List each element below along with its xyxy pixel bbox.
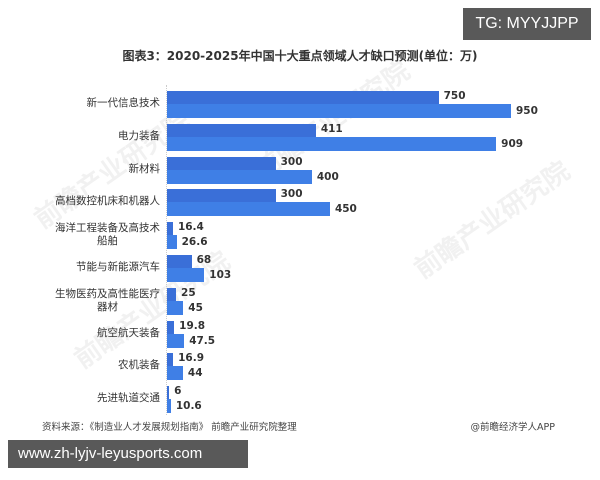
value-label: 300 [280, 188, 303, 201]
bar-2020 [167, 189, 276, 204]
value-label: 750 [443, 90, 466, 102]
tg-badge: TG: MYYJJPP [463, 8, 591, 40]
category-label: 电力装备 [118, 129, 160, 142]
value-label: 6 [174, 385, 182, 398]
bar-row: 新材料 300 400 [0, 153, 600, 186]
value-label: 44 [187, 367, 203, 380]
value-label: 450 [334, 203, 357, 216]
bar-2025 [167, 136, 497, 151]
value-label: 45 [188, 301, 203, 314]
bar-2020 [167, 91, 439, 105]
value-label: 68 [196, 254, 212, 266]
bar-2020 [167, 156, 276, 171]
bar-2025 [167, 169, 312, 184]
bar-2020 [167, 353, 174, 368]
bar-row: 新一代信息技术 750 950 [0, 87, 600, 120]
bar-2025 [167, 333, 185, 348]
value-label: 26.6 [181, 236, 208, 249]
bar-row: 生物医药及高性能医疗 器材 25 45 [0, 284, 600, 317]
bar-2020 [167, 255, 192, 269]
bar-row: 航空航天装备 19.8 47.5 [0, 317, 600, 350]
bar-2025 [167, 300, 184, 315]
bar-2025 [167, 235, 177, 250]
value-label: 103 [209, 269, 232, 281]
value-label: 19.8 [179, 319, 206, 332]
value-label: 10.6 [175, 400, 202, 413]
value-label: 950 [516, 105, 538, 117]
bar-row: 节能与新能源汽车 68 103 [0, 251, 600, 284]
y-axis-line [166, 85, 168, 415]
bar-row: 农机装备 16.9 44 [0, 349, 600, 382]
bar-row: 高档数控机床和机器人 300 450 [0, 185, 600, 218]
value-label: 25 [181, 286, 196, 299]
value-label: 47.5 [189, 334, 216, 347]
category-label: 先进轨道交通 [97, 392, 160, 405]
bar-2020 [167, 123, 316, 138]
credit-note: @前瞻经济学人APP [470, 422, 555, 433]
bar-row: 电力装备 411 909 [0, 120, 600, 153]
bar-2025 [167, 202, 330, 217]
category-label: 节能与新能源汽车 [76, 261, 160, 273]
bar-2025 [167, 399, 171, 414]
bar-2025 [167, 104, 511, 118]
value-label: 16.4 [177, 221, 204, 234]
value-label: 16.9 [178, 352, 205, 365]
value-label: 909 [501, 137, 524, 150]
bar-row: 先进轨道交通 6 10.6 [0, 382, 600, 415]
bar-2020 [167, 320, 175, 335]
value-label: 400 [316, 170, 339, 183]
category-label: 农机装备 [118, 359, 160, 372]
category-label: 新材料 [128, 162, 161, 175]
category-label: 航空航天装备 [97, 326, 160, 339]
bar-2020 [167, 287, 177, 302]
category-label: 海洋工程装备及高技术 船舶 [55, 222, 160, 248]
bar-2020 [167, 222, 173, 237]
url-badge: www.zh-lyjv-leyusports.com [8, 440, 248, 468]
source-note: 资料来源：《制造业人才发展规划指南》 前瞻产业研究院整理 [42, 422, 297, 433]
category-label: 高档数控机床和机器人 [55, 195, 160, 208]
chart-plot-area: 前瞻产业研究院 前瞻产业研究院 前瞻产业研究院 前瞻产业研究院 新一代信息技术 7… [0, 56, 600, 415]
bar-2025 [167, 268, 205, 282]
bar-2025 [167, 366, 183, 381]
value-label: 300 [280, 155, 303, 168]
value-label: 411 [320, 122, 343, 135]
bar-2020 [167, 386, 170, 401]
category-label: 新一代信息技术 [86, 97, 161, 109]
category-label: 生物医药及高性能医疗 器材 [55, 287, 160, 313]
bar-row: 海洋工程装备及高技术 船舶 16.4 26.6 [0, 218, 600, 251]
chart-title: 图表3：2020-2025年中国十大重点领域人才缺口预测(单位：万) [122, 49, 478, 63]
